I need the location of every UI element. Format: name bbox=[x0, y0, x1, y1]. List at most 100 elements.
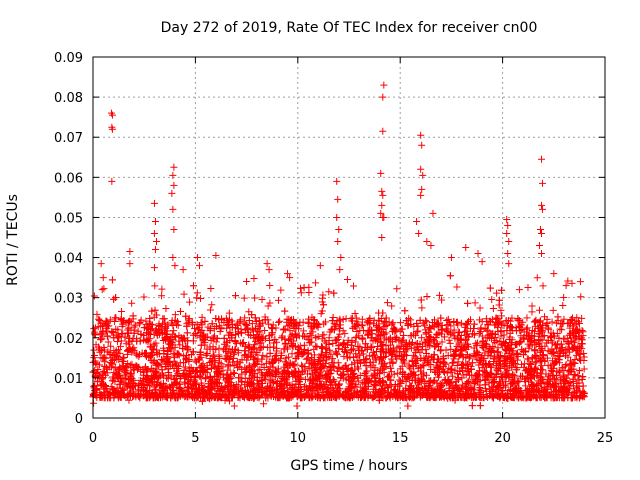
data-point bbox=[117, 337, 125, 345]
data-point bbox=[131, 321, 139, 329]
data-point bbox=[152, 339, 160, 347]
data-point bbox=[559, 302, 567, 310]
data-point bbox=[208, 301, 216, 309]
data-point bbox=[399, 356, 407, 364]
data-point bbox=[284, 322, 292, 330]
data-point bbox=[453, 283, 461, 291]
data-point bbox=[288, 350, 296, 358]
data-point bbox=[458, 381, 466, 389]
data-point bbox=[545, 381, 553, 389]
data-point bbox=[266, 299, 274, 307]
data-point bbox=[389, 319, 397, 327]
data-point bbox=[436, 347, 444, 355]
data-point bbox=[578, 326, 586, 334]
data-point bbox=[528, 355, 536, 363]
data-point bbox=[422, 371, 430, 379]
data-point bbox=[377, 315, 385, 323]
data-point bbox=[340, 352, 348, 360]
data-point bbox=[288, 331, 296, 339]
data-point bbox=[277, 286, 285, 294]
data-point bbox=[453, 335, 461, 343]
data-point bbox=[390, 370, 398, 378]
data-point bbox=[396, 365, 404, 373]
data-point bbox=[358, 322, 366, 330]
data-point bbox=[281, 326, 289, 334]
data-point bbox=[212, 338, 220, 346]
data-point bbox=[238, 370, 246, 378]
data-point bbox=[318, 335, 326, 343]
data-point bbox=[566, 379, 574, 387]
data-point bbox=[430, 316, 438, 324]
data-point bbox=[282, 339, 290, 347]
data-point bbox=[343, 349, 351, 357]
data-point bbox=[560, 315, 568, 323]
data-point bbox=[151, 282, 159, 290]
data-point bbox=[564, 353, 572, 361]
data-point bbox=[170, 327, 178, 335]
data-point bbox=[107, 342, 115, 350]
data-point bbox=[295, 322, 303, 330]
data-point bbox=[532, 341, 540, 349]
data-point bbox=[538, 362, 546, 370]
data-point bbox=[538, 376, 546, 384]
data-point bbox=[297, 289, 305, 297]
data-point bbox=[548, 318, 556, 326]
data-point bbox=[476, 304, 484, 312]
data-point bbox=[537, 373, 545, 381]
data-point bbox=[276, 317, 284, 325]
data-point bbox=[269, 321, 277, 329]
data-point bbox=[188, 319, 196, 327]
data-point bbox=[520, 328, 528, 336]
data-point bbox=[425, 324, 433, 332]
data-point bbox=[325, 288, 333, 296]
data-point bbox=[423, 318, 431, 326]
data-point bbox=[196, 372, 204, 380]
data-point bbox=[488, 296, 496, 304]
data-point bbox=[216, 327, 224, 335]
data-point bbox=[130, 323, 138, 331]
data-point bbox=[230, 402, 238, 410]
data-point bbox=[539, 282, 547, 290]
data-point bbox=[577, 293, 585, 301]
data-point bbox=[552, 319, 560, 327]
data-point bbox=[362, 362, 370, 370]
data-point bbox=[302, 355, 310, 363]
data-point bbox=[96, 361, 104, 369]
data-point bbox=[413, 328, 421, 336]
data-point bbox=[444, 351, 452, 359]
data-point bbox=[174, 350, 182, 358]
data-point bbox=[380, 368, 388, 376]
data-point bbox=[92, 341, 100, 349]
data-point bbox=[276, 389, 284, 397]
data-point bbox=[476, 328, 484, 336]
data-point bbox=[533, 274, 541, 282]
data-point bbox=[312, 342, 320, 350]
data-point bbox=[207, 357, 215, 365]
data-point bbox=[422, 349, 430, 357]
data-point bbox=[544, 347, 552, 355]
data-point bbox=[407, 344, 415, 352]
data-point bbox=[348, 360, 356, 368]
data-point bbox=[126, 361, 134, 369]
data-point bbox=[280, 367, 288, 375]
data-point bbox=[304, 370, 312, 378]
data-point bbox=[117, 307, 125, 315]
data-point bbox=[560, 293, 568, 301]
data-point bbox=[330, 320, 338, 328]
data-point bbox=[224, 362, 232, 370]
data-point bbox=[158, 285, 166, 293]
data-point bbox=[528, 302, 536, 310]
data-point bbox=[383, 299, 391, 307]
data-point bbox=[348, 346, 356, 354]
data-point bbox=[564, 339, 572, 347]
data-point bbox=[394, 369, 402, 377]
data-point bbox=[296, 284, 304, 292]
data-point bbox=[556, 325, 564, 333]
data-point bbox=[441, 333, 449, 341]
data-point bbox=[518, 360, 526, 368]
data-point bbox=[494, 344, 502, 352]
data-point bbox=[193, 289, 201, 297]
data-point bbox=[273, 344, 281, 352]
data-point bbox=[111, 318, 119, 326]
